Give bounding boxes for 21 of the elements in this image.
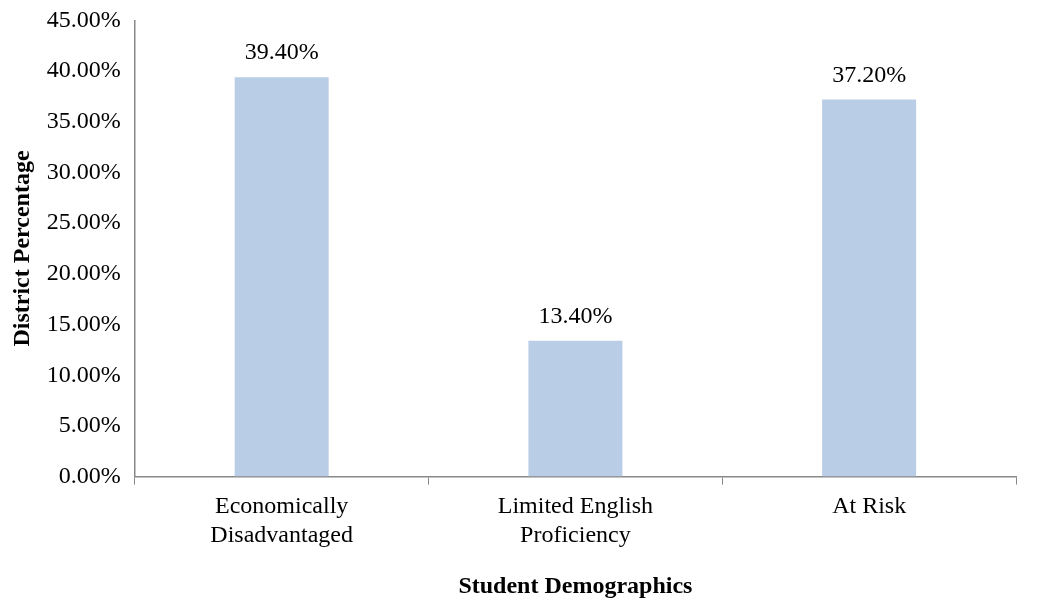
y-tick-label: 5.00% bbox=[58, 411, 121, 438]
y-tick-label: 20.00% bbox=[46, 259, 121, 286]
data-label: 39.40% bbox=[244, 38, 319, 65]
y-tick-label: 40.00% bbox=[46, 56, 121, 83]
x-axis-title: Student Demographics bbox=[458, 571, 693, 598]
y-tick-label: 30.00% bbox=[46, 157, 121, 184]
data-label: 13.40% bbox=[538, 302, 613, 329]
y-tick-label: 25.00% bbox=[46, 208, 121, 235]
y-tick-label: 10.00% bbox=[46, 360, 121, 387]
bar bbox=[528, 340, 623, 477]
x-tick-label: Limited English Proficiency bbox=[497, 492, 654, 548]
y-axis-title: District Percentage bbox=[7, 150, 34, 347]
y-tick-label: 0.00% bbox=[58, 461, 121, 488]
bar bbox=[822, 99, 917, 477]
y-tick-label: 15.00% bbox=[46, 309, 121, 336]
y-tick-label: 45.00% bbox=[46, 5, 121, 32]
data-label: 37.20% bbox=[832, 60, 907, 87]
y-tick-label: 35.00% bbox=[46, 107, 121, 134]
x-tick-label: At Risk bbox=[832, 492, 907, 519]
x-tick-label: Economically Disadvantaged bbox=[210, 492, 353, 548]
bar bbox=[234, 77, 329, 477]
